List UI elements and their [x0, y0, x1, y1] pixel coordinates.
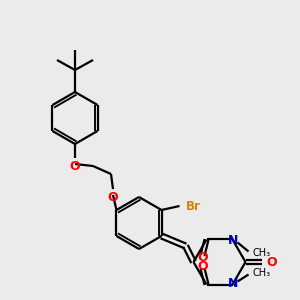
Text: Br: Br [185, 200, 200, 212]
Text: N: N [228, 277, 239, 290]
Text: O: O [70, 160, 80, 173]
Text: O: O [108, 191, 118, 204]
Text: CH₃: CH₃ [253, 268, 271, 278]
Text: O: O [266, 256, 277, 268]
Text: N: N [228, 234, 239, 247]
Text: O: O [197, 250, 208, 263]
Text: CH₃: CH₃ [253, 248, 271, 259]
Text: O: O [197, 260, 208, 274]
